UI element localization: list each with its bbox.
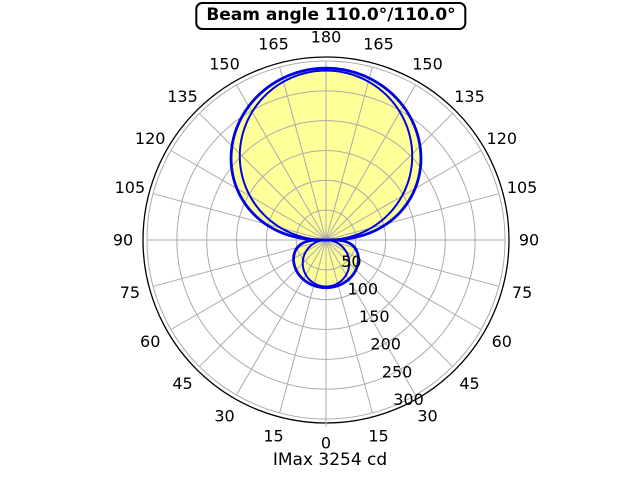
angle-label: 45 <box>172 374 192 393</box>
angle-label: 150 <box>412 55 443 74</box>
grid-circle <box>236 150 416 330</box>
beam-curve-1 <box>229 66 423 290</box>
grid-circle <box>265 179 387 301</box>
angle-label: 105 <box>507 178 538 197</box>
angle-label: 165 <box>258 34 289 53</box>
grid-circle <box>206 120 446 360</box>
angle-label: 0 <box>321 434 331 453</box>
angle-label: 15 <box>368 427 388 446</box>
angle-label: 180 <box>311 28 342 47</box>
radial-label: 50 <box>341 252 361 271</box>
angle-label: 15 <box>263 427 283 446</box>
angle-label: 165 <box>363 34 394 53</box>
angle-label: 150 <box>209 55 240 74</box>
angle-label: 90 <box>113 231 133 250</box>
angle-label: 120 <box>487 129 518 148</box>
angle-label: 30 <box>214 406 234 425</box>
angle-label: 45 <box>459 374 479 393</box>
angle-label: 60 <box>140 332 160 351</box>
angle-label: 90 <box>519 231 539 250</box>
angle-label: 105 <box>115 178 146 197</box>
grid-circle <box>295 209 357 271</box>
chart-title-box: Beam angle 110.0°/110.0° <box>195 2 467 30</box>
radial-label: 150 <box>359 307 390 326</box>
radial-label: 250 <box>382 362 413 381</box>
grid-circle <box>176 90 476 390</box>
radial-label: 300 <box>393 390 424 409</box>
radial-label: 100 <box>348 280 379 299</box>
angle-label: 30 <box>417 406 437 425</box>
angle-label: 135 <box>167 87 198 106</box>
imax-label: IMax 3254 cd <box>272 450 388 470</box>
angle-label: 120 <box>135 129 166 148</box>
angle-label: 75 <box>120 283 140 302</box>
angle-label: 135 <box>454 87 485 106</box>
radial-label: 200 <box>370 335 401 354</box>
angle-label: 60 <box>492 332 512 351</box>
chart-title: Beam angle 110.0°/110.0° <box>206 5 456 25</box>
angle-label: 75 <box>512 283 532 302</box>
